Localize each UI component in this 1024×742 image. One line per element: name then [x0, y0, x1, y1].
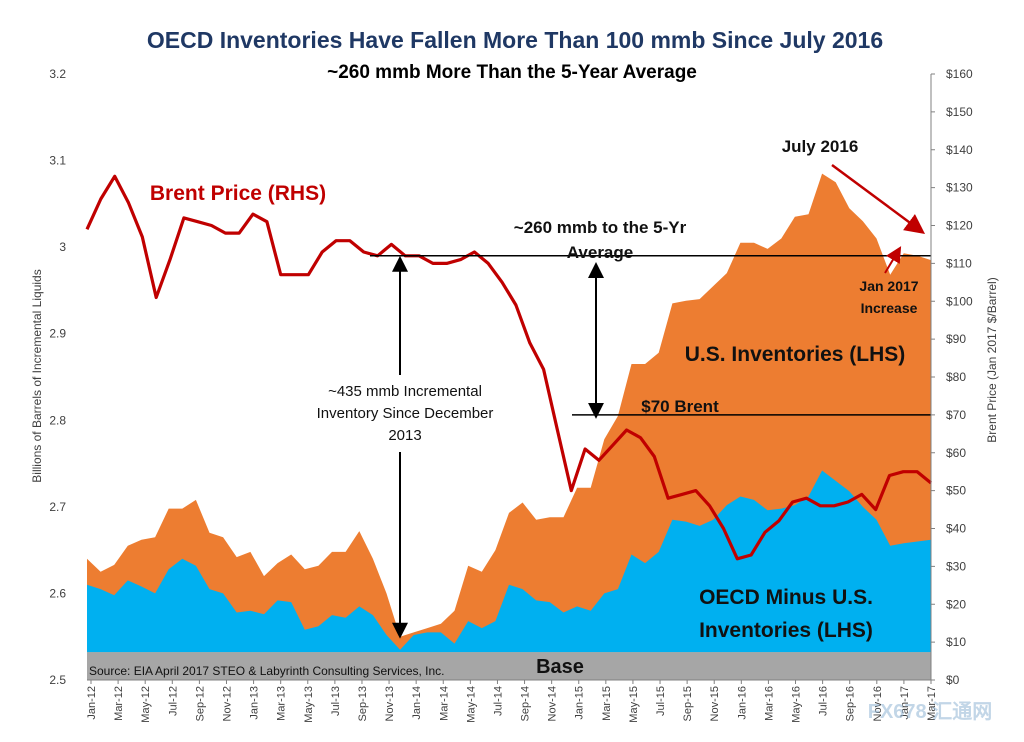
y-tick-right: $60 [946, 446, 966, 460]
y-tick-right: $40 [946, 522, 966, 536]
x-tick-label: May-13 [303, 686, 315, 723]
x-tick-label: Mar-14 [438, 686, 450, 721]
oecd-minus-us-label-line1: OECD Minus U.S. [699, 586, 873, 609]
brent-price-line [85, 174, 933, 561]
y-tick-right: $140 [946, 143, 973, 157]
chart-title: OECD Inventories Have Fallen More Than 1… [147, 27, 883, 53]
x-tick-label: Jan-16 [736, 686, 748, 720]
x-tick-label: Sep-13 [357, 686, 369, 721]
chart-subtitle: ~260 mmb More Than the 5-Year Average [327, 62, 697, 83]
reference-lines [370, 163, 931, 639]
x-tick-label: Jul-15 [655, 686, 667, 716]
jan-2017-label-1: Jan 2017 [859, 278, 918, 294]
x-tick-label: Jan-17 [899, 686, 911, 720]
x-tick-label: Jul-13 [330, 686, 342, 716]
y-tick-left: 3 [59, 240, 66, 254]
arrow-435-label-1: ~435 mmb Incremental [328, 383, 482, 400]
y-tick-left: 3.2 [49, 67, 66, 81]
x-tick-label: Mar-13 [276, 686, 288, 721]
arrow-435-label-2: Inventory Since December [317, 405, 494, 422]
y-tick-right: $0 [946, 673, 960, 687]
x-tick-label: May-15 [628, 686, 640, 723]
y-tick-right: $100 [946, 294, 973, 308]
brent-70-label: $70 Brent [641, 397, 719, 416]
arrow-260-label-2: Average [567, 243, 633, 262]
y-tick-left: 2.5 [49, 673, 66, 687]
axes: 2.5 2.6 2.7 2.8 2.9 3 3.1 3.2 $0 $10 $20 $30 $40 $50 $… [49, 67, 973, 723]
y-tick-right: $10 [946, 635, 966, 649]
arrow-jan-2017 [884, 246, 902, 274]
x-tick-label: Jan-15 [574, 686, 586, 720]
x-tick-label: Mar-16 [763, 686, 775, 721]
y-tick-left: 2.9 [49, 327, 66, 341]
arrow-435-label-3: 2013 [388, 427, 421, 444]
y-tick-right: $50 [946, 484, 966, 498]
y-tick-left: 2.6 [49, 586, 66, 600]
x-tick-label: Jan-14 [411, 686, 423, 720]
y-tick-right: $120 [946, 219, 973, 233]
y-tick-left: 3.1 [49, 154, 66, 168]
y-tick-right: $130 [946, 181, 973, 195]
x-tick-label: Jul-14 [492, 686, 504, 716]
x-tick-label: Sep-14 [520, 686, 532, 721]
x-tick-label: Jul-16 [818, 686, 830, 716]
x-tick-label: Nov-15 [709, 686, 721, 721]
watermark-logo: FX678 汇通网 [868, 700, 992, 723]
jan-2017-label-2: Increase [861, 300, 918, 316]
us-inventories-label: U.S. Inventories (LHS) [685, 343, 906, 366]
x-tick-label: Sep-15 [682, 686, 694, 721]
x-tick-label: Mar-12 [113, 686, 125, 721]
x-tick-label: Nov-12 [221, 686, 233, 721]
y-tick-right: $80 [946, 370, 966, 384]
july-2016-label: July 2016 [782, 137, 859, 156]
x-tick-label: Mar-15 [601, 686, 613, 721]
x-tick-label: Nov-16 [872, 686, 884, 721]
x-tick-label: Jul-12 [167, 686, 179, 716]
y-tick-right: $70 [946, 408, 966, 422]
y-axis-title-right: Brent Price (Jan 2017 $/Barrel) [985, 277, 999, 442]
y-tick-right: $30 [946, 559, 966, 573]
x-tick-label: Jan-12 [86, 686, 98, 720]
y-tick-left: 2.7 [49, 500, 66, 514]
x-tick-label: Jan-13 [249, 686, 261, 720]
oecd-minus-us-area [87, 470, 931, 653]
x-tick-label: May-14 [465, 686, 477, 723]
y-tick-right: $150 [946, 105, 973, 119]
brent-price-label: Brent Price (RHS) [150, 182, 326, 205]
x-tick-label: May-12 [140, 686, 152, 723]
base-band [87, 652, 931, 680]
y-tick-right: $160 [946, 67, 973, 81]
y-tick-right: $110 [946, 256, 972, 270]
x-tick-label: Nov-14 [547, 686, 559, 721]
plot-areas [85, 173, 933, 680]
base-label: Base [536, 656, 584, 678]
y-tick-right: $90 [946, 332, 966, 346]
y-tick-right: $20 [946, 597, 966, 611]
y-tick-left: 2.8 [49, 413, 66, 427]
x-tick-label: Nov-13 [384, 686, 396, 721]
source-note: Source: EIA April 2017 STEO & Labyrinth … [89, 664, 445, 678]
oecd-minus-us-label-line2: Inventories (LHS) [699, 619, 873, 642]
x-tick-label: Mar-17 [926, 686, 938, 721]
arrow-260-label-1: ~260 mmb to the 5-Yr [514, 218, 687, 237]
x-tick-label: May-16 [791, 686, 803, 723]
x-tick-label: Sep-16 [845, 686, 857, 721]
y-axis-title-left: Billions of Barrels of Incremental Liqui… [30, 269, 44, 482]
x-tick-label: Sep-12 [194, 686, 206, 721]
arrow-july-2016 [831, 163, 926, 234]
